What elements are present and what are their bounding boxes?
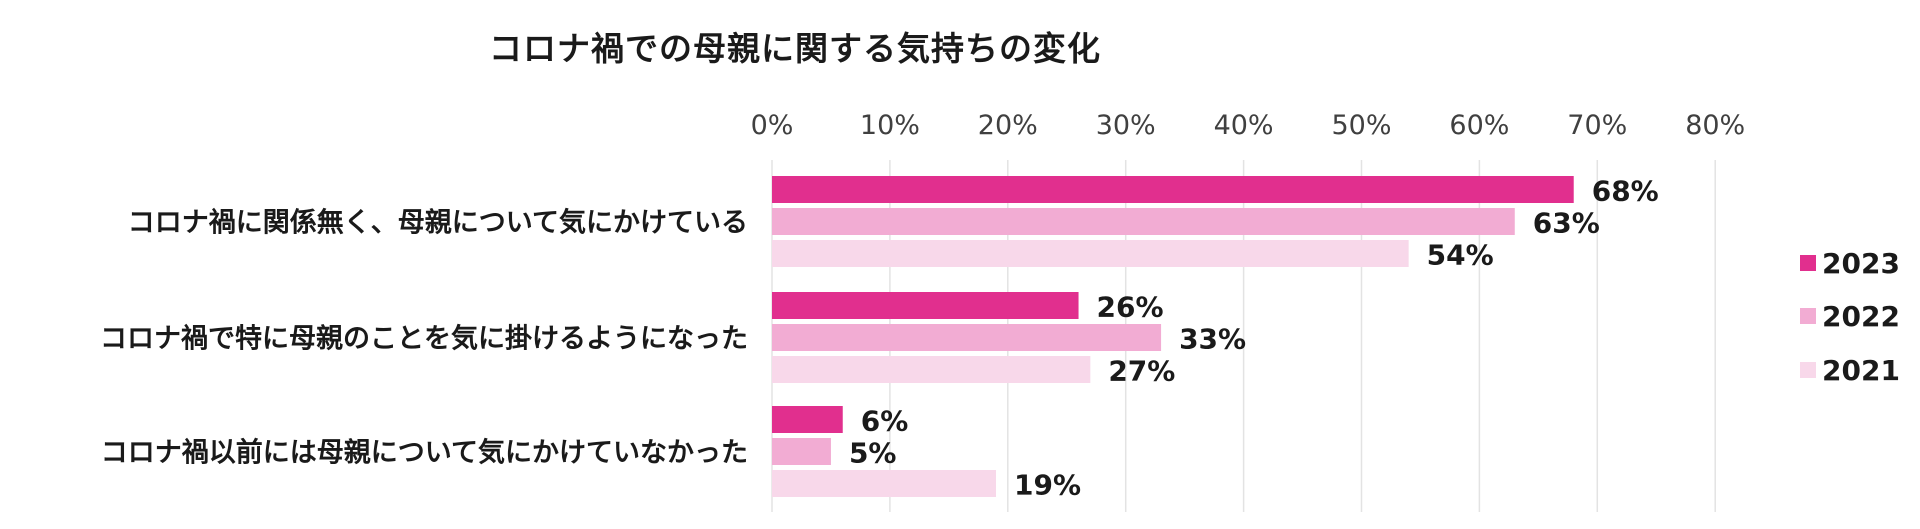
data-label: 33% [1179, 323, 1246, 356]
category-label: コロナ禍に関係無く、母親について気にかけている [128, 207, 748, 239]
bar-2022 [772, 208, 1515, 235]
bar-2021 [772, 470, 997, 497]
data-label: 19% [1014, 469, 1081, 502]
x-tick-label: 60% [1449, 110, 1509, 141]
legend-label: 2023 [1822, 247, 1900, 280]
data-label: 63% [1533, 207, 1600, 240]
bar-2023 [772, 292, 1079, 319]
data-label: 5% [849, 437, 897, 470]
bar-2021 [772, 356, 1091, 383]
bar-2022 [772, 324, 1162, 351]
bar-2023 [772, 406, 843, 433]
data-label: 27% [1108, 355, 1175, 388]
x-tick-label: 50% [1331, 110, 1391, 141]
x-tick-label: 0% [751, 110, 794, 141]
chart-title: コロナ禍での母親に関する気持ちの変化 [489, 29, 1101, 68]
category-label: コロナ禍で特に母親のことを気に掛けるようになった [100, 323, 748, 355]
legend-swatch-2023 [1800, 255, 1816, 271]
legend-swatch-2022 [1800, 308, 1816, 324]
data-label: 68% [1592, 175, 1659, 208]
data-label: 26% [1097, 291, 1164, 324]
data-label: 54% [1427, 239, 1494, 272]
legend-label: 2021 [1822, 354, 1900, 387]
legend-label: 2022 [1822, 300, 1900, 333]
x-tick-label: 20% [978, 110, 1038, 141]
x-tick-label: 10% [860, 110, 920, 141]
legend-swatch-2021 [1800, 362, 1816, 378]
bar-2022 [772, 438, 831, 465]
x-tick-label: 40% [1214, 110, 1274, 141]
x-tick-label: 80% [1685, 110, 1745, 141]
data-label: 6% [861, 405, 909, 438]
bar-2023 [772, 176, 1574, 203]
x-tick-label: 30% [1096, 110, 1156, 141]
category-label: コロナ禍以前には母親について気にかけていなかった [101, 437, 748, 469]
bar-2021 [772, 240, 1409, 267]
x-tick-label: 70% [1567, 110, 1627, 141]
